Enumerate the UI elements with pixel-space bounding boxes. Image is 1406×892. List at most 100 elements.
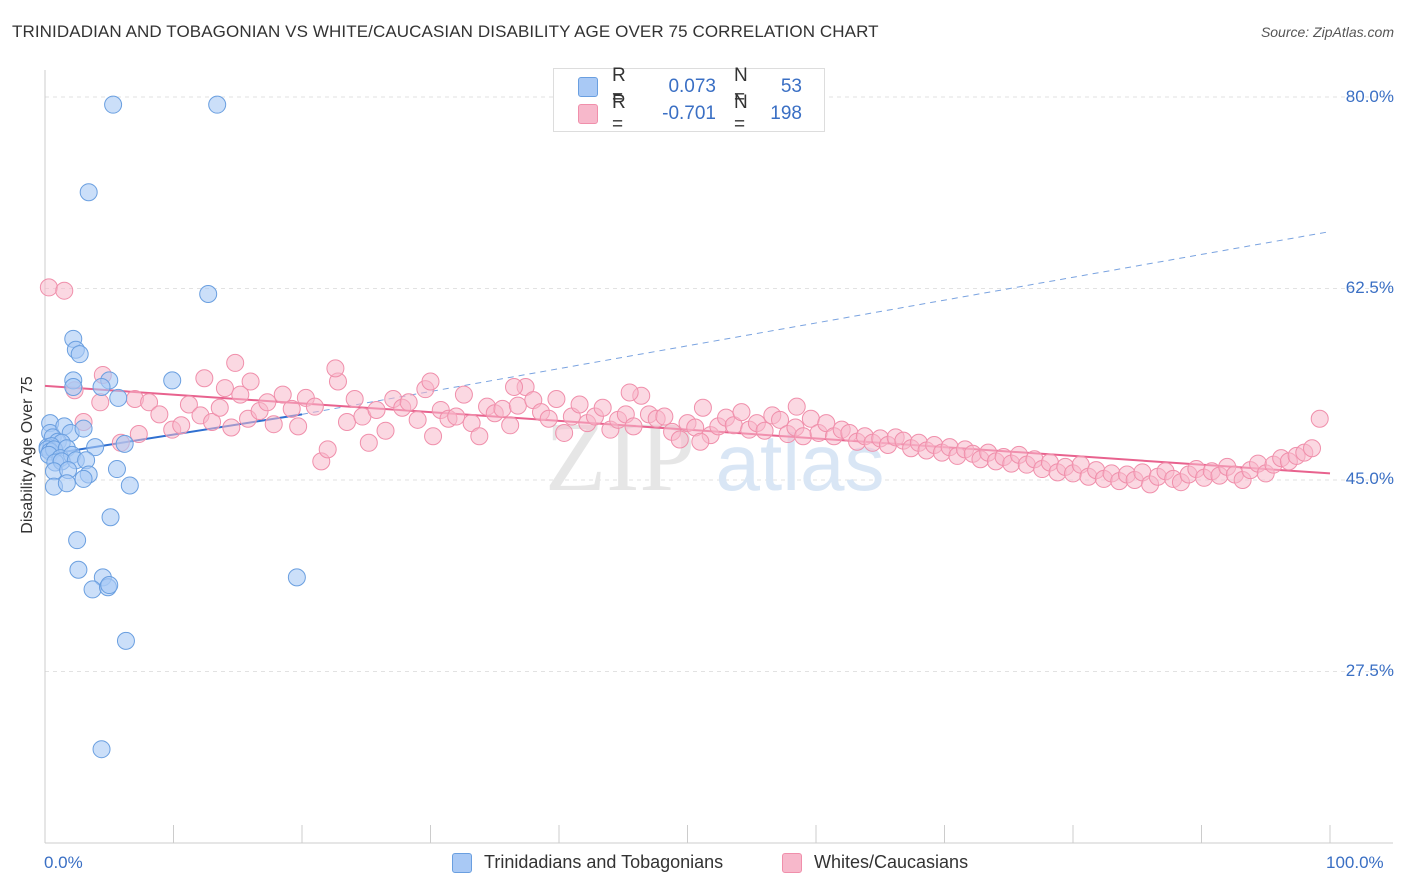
point-trinidadians-1: [208, 95, 227, 114]
y-tick-27-5: 27.5%: [1345, 661, 1394, 680]
point-trinidadians-45: [68, 531, 87, 550]
point-whites-50: [470, 427, 489, 446]
point-whites-161: [691, 432, 710, 451]
point-whites-74: [655, 407, 674, 426]
point-trinidadians-42: [74, 469, 93, 488]
point-whites-84: [732, 403, 751, 422]
point-whites-47: [447, 407, 466, 426]
point-whites-37: [367, 400, 386, 419]
y-tick-80: 80.0%: [1345, 87, 1394, 106]
point-whites-7: [129, 425, 148, 444]
point-trinidadians-43: [120, 476, 139, 495]
point-whites-8: [140, 393, 159, 412]
point-whites-12: [179, 395, 198, 414]
point-whites-55: [508, 396, 527, 415]
point-whites-24: [264, 415, 283, 434]
point-whites-3: [91, 393, 110, 412]
y-tick-62-5: 62.5%: [1345, 278, 1394, 297]
point-whites-87: [755, 421, 774, 440]
point-trinidadians-51: [287, 568, 306, 587]
point-trinidadians-2: [79, 183, 98, 202]
point-whites-92: [794, 427, 813, 446]
x-tick-0: 0.0%: [44, 853, 83, 872]
point-whites-23: [258, 393, 277, 412]
point-trinidadians-17: [74, 419, 93, 438]
point-whites-16: [210, 398, 229, 417]
legend-swatch-blue: [578, 77, 598, 97]
point-trinidadians-27: [86, 438, 105, 457]
point-trinidadians-50: [100, 576, 119, 595]
point-trinidadians-6: [70, 345, 89, 364]
legend-item-trinidadians: Trinidadians and Tobagonians: [452, 852, 723, 873]
point-whites-34: [345, 390, 364, 409]
n-label: N =: [734, 92, 748, 135]
point-whites-15: [203, 413, 222, 432]
point-trinidadians-41: [57, 474, 76, 493]
point-whites-164: [421, 372, 440, 391]
point-whites-66: [593, 398, 612, 417]
r-value: -0.701: [662, 103, 716, 124]
point-whites-18: [222, 418, 241, 437]
point-whites-159: [1310, 409, 1329, 428]
point-whites-162: [620, 383, 639, 402]
series-whites-caucasians: [39, 278, 1329, 494]
point-trinidadians-3: [199, 284, 218, 303]
point-whites-36: [359, 433, 378, 452]
point-whites-38: [376, 421, 395, 440]
point-whites-160: [787, 397, 806, 416]
point-whites-44: [424, 427, 443, 446]
legend-swatch-blue: [452, 852, 472, 873]
point-trinidadians-48: [83, 580, 102, 599]
point-whites-29: [305, 397, 324, 416]
point-whites-54: [501, 416, 520, 435]
point-whites-79: [693, 398, 712, 417]
point-whites-70: [624, 417, 643, 436]
chart-title: TRINIDADIAN AND TOBAGONIAN VS WHITE/CAUC…: [12, 22, 879, 41]
stats-row-trinidadians: R = 0.073 N = 53: [578, 65, 802, 108]
point-trinidadians-44: [101, 508, 120, 527]
point-trinidadians-12: [163, 371, 182, 390]
point-whites-11: [172, 416, 191, 435]
point-whites-26: [282, 399, 301, 418]
point-whites-1: [55, 281, 74, 300]
point-whites-163: [505, 377, 524, 396]
legend-label: Trinidadians and Tobagonians: [484, 852, 724, 872]
y-tick-45: 45.0%: [1345, 469, 1394, 488]
point-whites-0: [39, 278, 58, 297]
point-whites-42: [408, 410, 427, 429]
point-whites-89: [771, 410, 790, 429]
point-trinidadians-8: [64, 377, 83, 396]
point-whites-158: [1303, 439, 1322, 458]
x-tick-100: 100.0%: [1326, 853, 1384, 872]
point-trinidadians-11: [109, 388, 128, 407]
trend-extension-trinidadians: [301, 231, 1331, 415]
legend-label: Whites/Caucasians: [814, 852, 969, 872]
point-whites-60: [547, 390, 566, 409]
point-trinidadians-39: [107, 460, 126, 479]
legend-swatch-pink: [782, 852, 802, 873]
point-whites-41: [399, 393, 418, 412]
point-whites-25: [273, 385, 292, 404]
r-label: R =: [612, 65, 626, 108]
series-trinidadians: [38, 95, 306, 759]
n-value: 198: [770, 103, 802, 124]
legend-item-whites: Whites/Caucasians: [782, 852, 968, 873]
point-whites-19: [231, 385, 250, 404]
stats-legend: R = 0.073 N = 53 R = -0.701 N = 198: [553, 65, 825, 135]
point-whites-76: [670, 430, 689, 449]
legend-swatch-pink: [578, 104, 598, 124]
point-trinidadians-52: [116, 631, 135, 650]
r-label: R =: [612, 92, 626, 135]
point-trinidadians-46: [69, 560, 88, 579]
source-label: Source: ZipAtlas.com: [1260, 24, 1394, 40]
point-whites-31: [318, 440, 337, 459]
point-whites-48: [454, 385, 473, 404]
n-value: 53: [780, 76, 802, 97]
point-whites-33: [337, 413, 356, 432]
point-whites-61: [555, 423, 574, 442]
point-whites-27: [289, 417, 308, 436]
point-whites-21: [241, 372, 260, 391]
point-trinidadians-53: [92, 740, 111, 759]
point-whites-17: [215, 379, 234, 398]
